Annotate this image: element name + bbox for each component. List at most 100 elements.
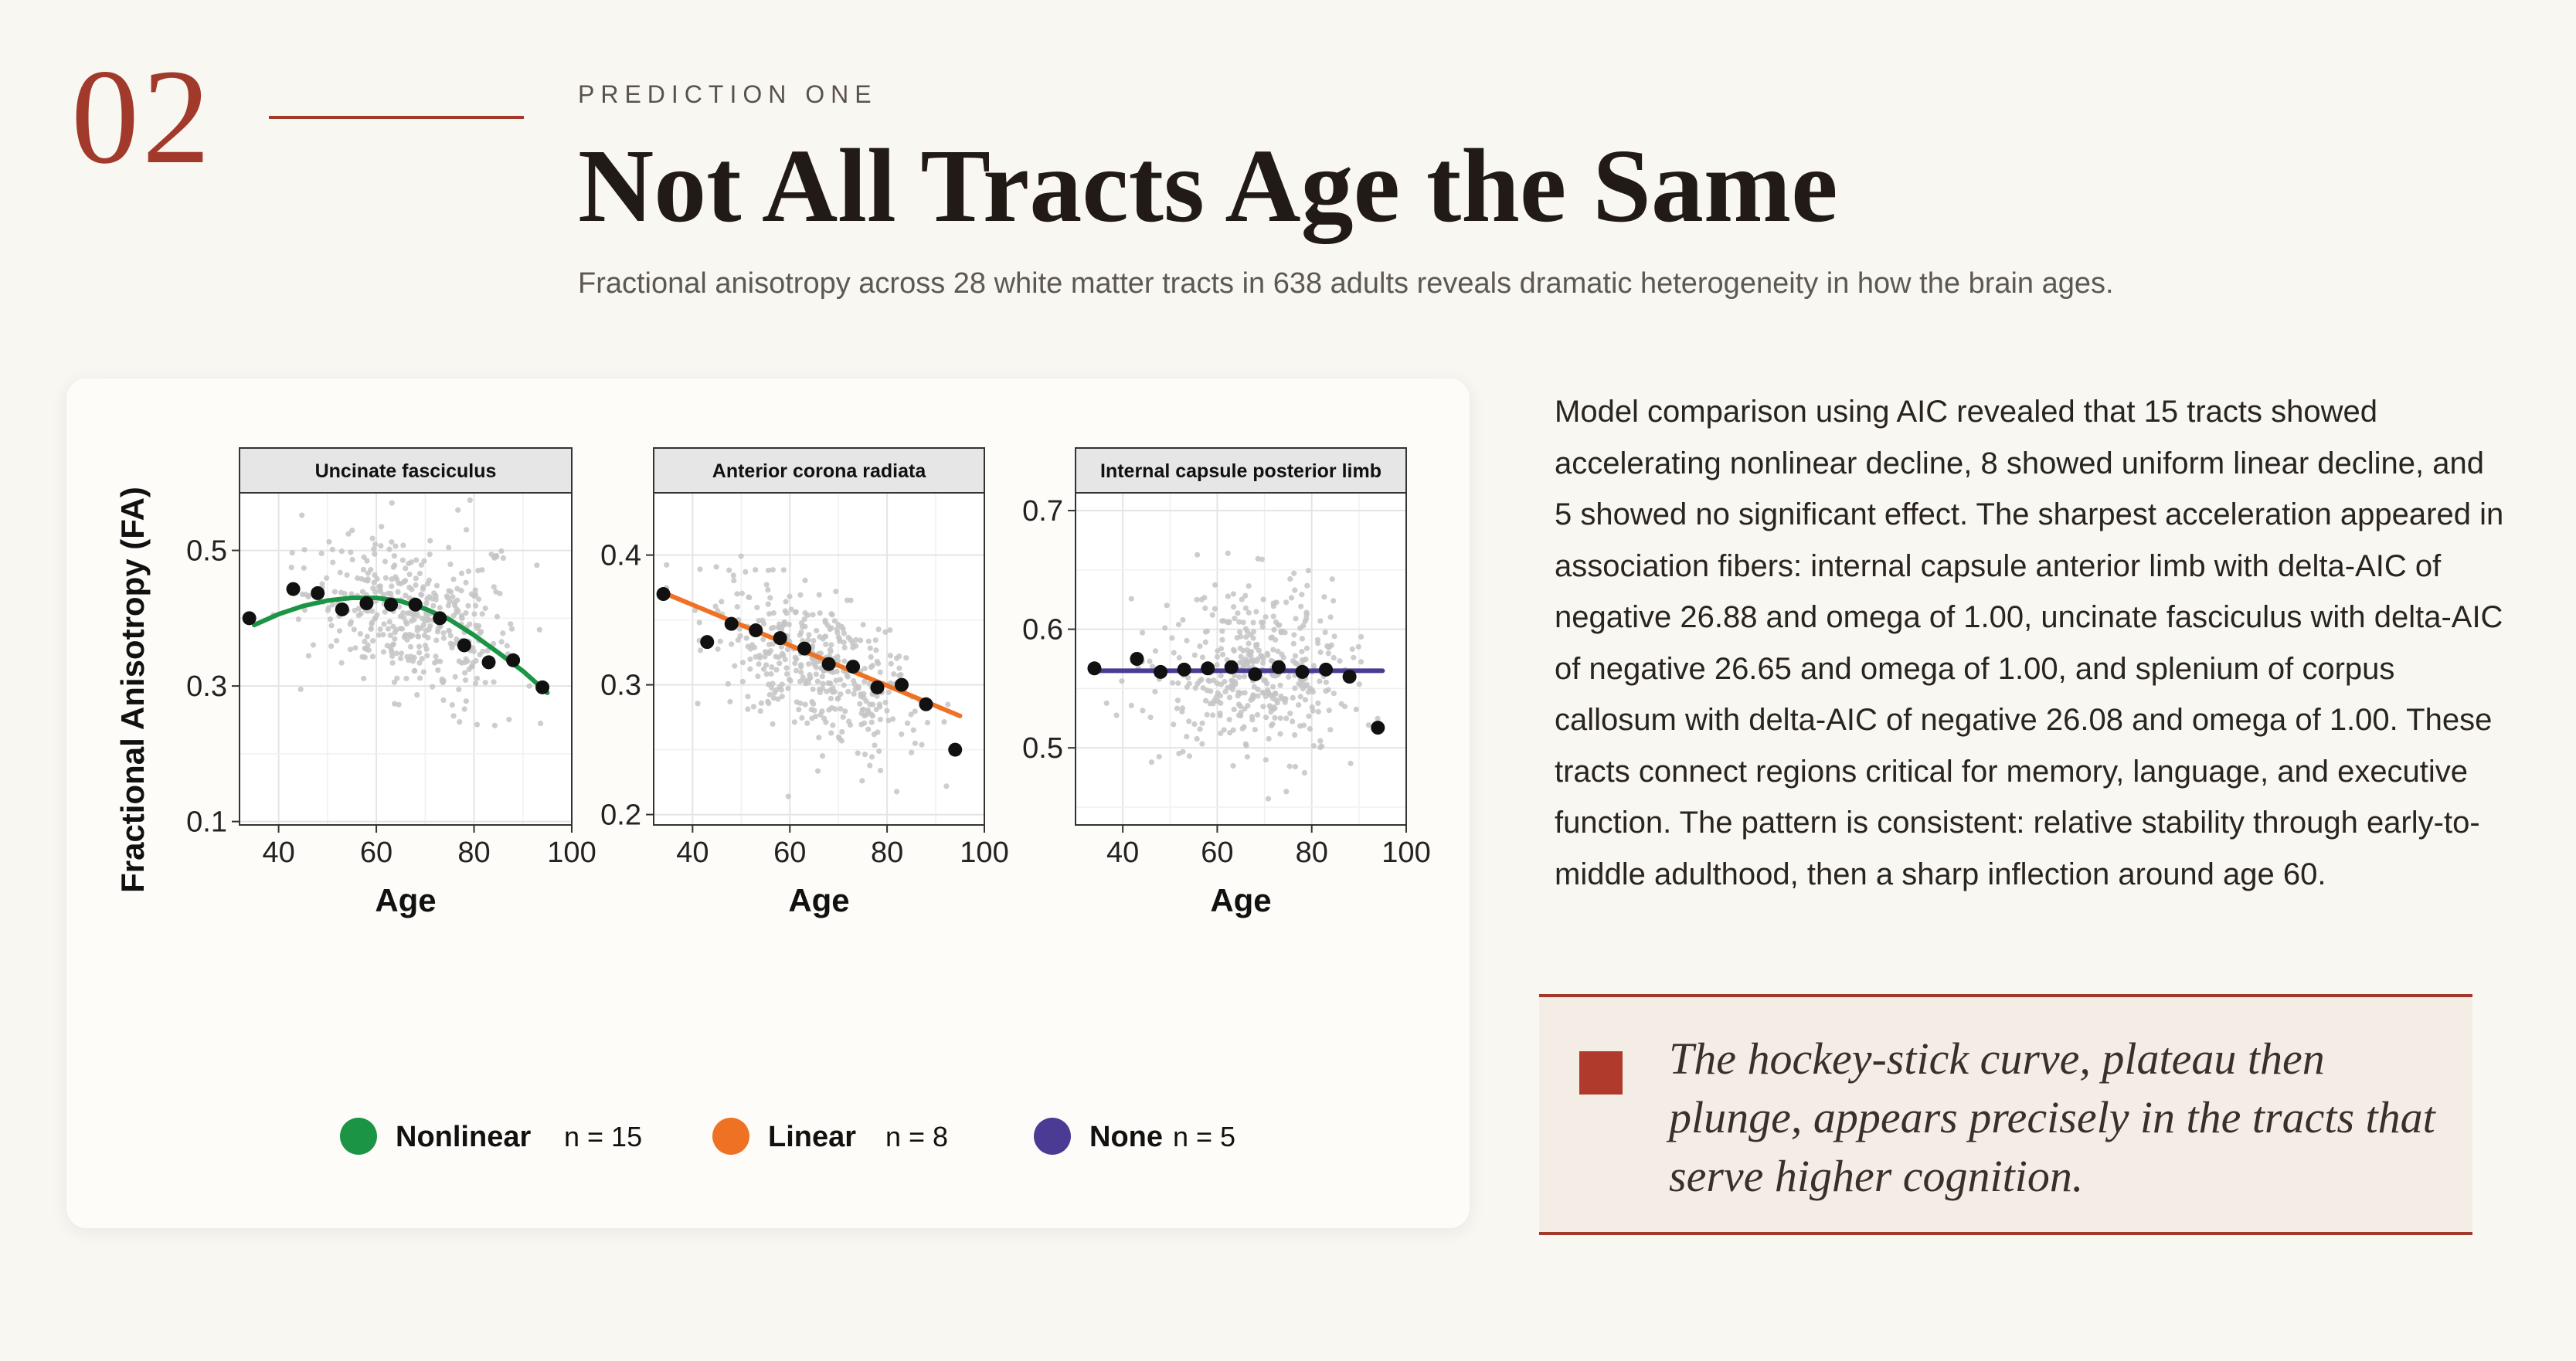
scatter-point bbox=[1140, 708, 1146, 714]
binned-mean-point bbox=[481, 655, 496, 670]
scatter-point bbox=[821, 715, 828, 721]
scatter-point bbox=[802, 701, 808, 708]
scatter-point bbox=[1259, 624, 1266, 630]
quote-marker-icon bbox=[1579, 1051, 1623, 1095]
scatter-point bbox=[361, 554, 367, 560]
scatter-point bbox=[1278, 630, 1284, 636]
scatter-point bbox=[1268, 708, 1274, 715]
x-axis-label: Age bbox=[1210, 882, 1271, 918]
scatter-point bbox=[764, 650, 770, 656]
scatter-point bbox=[874, 693, 880, 699]
scatter-point bbox=[1250, 635, 1256, 641]
scatter-point bbox=[1225, 593, 1231, 599]
scatter-point bbox=[380, 649, 386, 655]
scatter-point bbox=[1185, 674, 1191, 680]
scatter-point bbox=[1252, 726, 1258, 733]
scatter-point bbox=[903, 655, 909, 661]
scatter-point bbox=[1310, 689, 1317, 695]
scatter-point bbox=[1269, 684, 1276, 690]
scatter-point bbox=[1310, 708, 1316, 714]
scatter-point bbox=[506, 716, 512, 723]
scatter-point bbox=[729, 641, 735, 647]
scatter-point bbox=[1291, 570, 1297, 576]
scatter-point bbox=[841, 630, 848, 636]
scatter-point bbox=[1218, 618, 1225, 624]
x-tick-label: 40 bbox=[262, 837, 294, 869]
scatter-point bbox=[807, 672, 813, 678]
scatter-point bbox=[664, 562, 670, 568]
scatter-point bbox=[1301, 769, 1308, 776]
scatter-point bbox=[333, 637, 340, 644]
x-axis-label: Age bbox=[788, 882, 849, 918]
scatter-point bbox=[390, 641, 396, 647]
scatter-point bbox=[437, 658, 443, 664]
scatter-point bbox=[440, 630, 447, 636]
scatter-point bbox=[463, 527, 470, 533]
scatter-point bbox=[424, 581, 431, 587]
scatter-point bbox=[365, 647, 372, 653]
scatter-point bbox=[416, 570, 423, 577]
legend-count: n = 8 bbox=[885, 1121, 948, 1152]
scatter-point bbox=[1214, 653, 1221, 660]
scatter-point bbox=[841, 640, 847, 646]
scatter-point bbox=[820, 680, 826, 687]
scatter-point bbox=[484, 647, 491, 654]
fit-line-linear bbox=[661, 590, 963, 718]
scatter-point bbox=[1358, 633, 1364, 640]
binned-mean-point bbox=[919, 697, 933, 711]
pull-quote: The hockey-stick curve, plateau then plu… bbox=[1539, 994, 2472, 1235]
scatter-point bbox=[359, 575, 365, 582]
scatter-point bbox=[828, 695, 834, 701]
scatter-point bbox=[1148, 759, 1155, 765]
scatter-point bbox=[1277, 731, 1283, 737]
scatter-point bbox=[1260, 656, 1266, 662]
scatter-point bbox=[380, 592, 386, 598]
scatter-point bbox=[868, 754, 875, 760]
scatter-point bbox=[765, 567, 772, 574]
scatter-point bbox=[451, 599, 457, 606]
scatter-point bbox=[1186, 718, 1192, 725]
scatter-point bbox=[297, 686, 304, 692]
scatter-point bbox=[1290, 694, 1296, 701]
scatter-point bbox=[420, 669, 427, 675]
scatter-point bbox=[398, 650, 405, 657]
scatter-point bbox=[301, 607, 308, 613]
scatter-point bbox=[301, 565, 307, 571]
scatter-point bbox=[415, 613, 421, 619]
scatter-point bbox=[389, 649, 395, 655]
scatter-point bbox=[407, 643, 414, 650]
scatter-point bbox=[852, 686, 858, 692]
scatter-point bbox=[472, 587, 478, 593]
binned-mean-point bbox=[724, 616, 739, 631]
scatter-point bbox=[1298, 603, 1304, 609]
scatter-point bbox=[457, 718, 463, 725]
scatter-point bbox=[1266, 703, 1273, 709]
scatter-point bbox=[424, 596, 430, 602]
scatter-point bbox=[797, 592, 804, 598]
scatter-point bbox=[838, 691, 844, 697]
scatter-point bbox=[1278, 693, 1284, 699]
scatter-point bbox=[1270, 647, 1276, 653]
scatter-point bbox=[365, 576, 371, 582]
scatter-point bbox=[806, 632, 812, 638]
scatter-point bbox=[1218, 730, 1224, 737]
scatter-point bbox=[875, 660, 882, 667]
fit-line-nonlinear bbox=[252, 596, 550, 695]
scatter-point bbox=[411, 616, 417, 623]
scatter-point bbox=[715, 646, 721, 652]
scatter-point bbox=[1356, 681, 1362, 687]
scatter-point bbox=[1234, 635, 1240, 641]
scatter-point bbox=[770, 641, 776, 647]
scatter-point bbox=[780, 567, 787, 573]
scatter-point bbox=[735, 636, 741, 643]
scatter-point bbox=[731, 577, 737, 584]
scatter-point bbox=[1290, 640, 1296, 647]
scatter-point bbox=[1235, 689, 1242, 695]
scatter-point bbox=[1265, 796, 1272, 802]
panel-border bbox=[239, 492, 573, 826]
scatter-point bbox=[739, 590, 746, 596]
scatter-point bbox=[1330, 691, 1337, 697]
scatter-point bbox=[853, 643, 859, 649]
scatter-point bbox=[802, 623, 808, 630]
scatter-point bbox=[388, 590, 394, 597]
